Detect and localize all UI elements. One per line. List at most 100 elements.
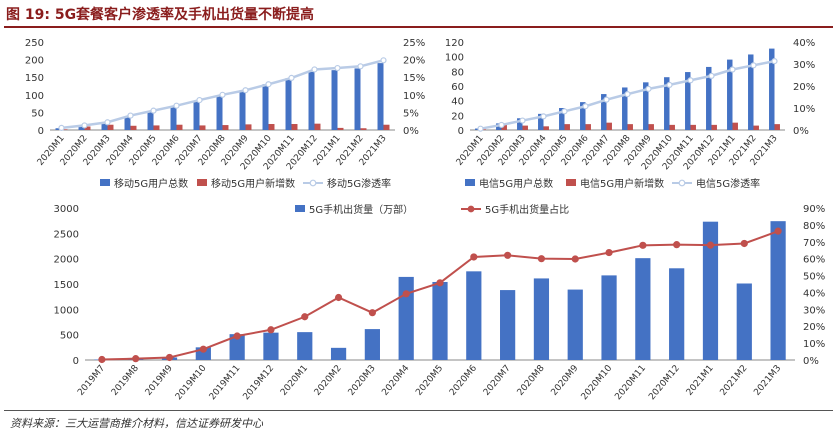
chart2-line-point	[687, 77, 694, 84]
chart3-category-label: 2020M12	[647, 364, 682, 403]
chart1-line-point	[58, 124, 65, 131]
chart3-bar-primary	[297, 332, 313, 360]
chart2-legend-label: 电信5G用户新增数	[580, 177, 664, 190]
chart3-y-tick-label: 3000	[54, 204, 79, 215]
chart3-bar-primary	[635, 258, 651, 360]
chart2-bar-primary	[601, 94, 607, 130]
chart3-line-point	[504, 251, 512, 259]
chart3-bar-primary	[364, 329, 380, 360]
chart3-line-point	[165, 353, 174, 362]
chart2-bar-primary	[559, 108, 565, 130]
chart3-y-tick-label: 1000	[54, 305, 79, 316]
chart1-line-point	[104, 119, 111, 126]
chart2-bar-secondary	[774, 124, 780, 130]
chart3-line-point	[436, 279, 444, 287]
chart1-y2-tick-label: 15%	[403, 73, 425, 84]
chart2-bar-primary	[685, 72, 691, 130]
chart1-line-point	[242, 87, 249, 94]
chart2-bar-secondary	[711, 124, 717, 130]
chart2-line-point	[750, 62, 757, 69]
chart1-bar-primary	[170, 106, 177, 130]
chart3-category-label: 2020M3	[347, 364, 378, 398]
chart1-bar-primary	[308, 71, 315, 130]
chart2-line-point	[666, 81, 673, 89]
chart3-y-tick-label: 2000	[54, 255, 79, 266]
chart1-y2-tick-label: 0%	[403, 126, 419, 137]
chart1-bar-primary	[216, 95, 223, 130]
chart3-bar-primary	[330, 347, 347, 360]
chart2-bar-primary	[496, 123, 502, 130]
chart1-bar-primary	[262, 84, 269, 130]
chart1-bar-secondary	[222, 125, 229, 130]
chart3-y-tick-label: 1500	[54, 280, 79, 291]
chart2-bar-secondary	[501, 124, 507, 130]
chart2-bar-secondary	[543, 126, 549, 130]
chart1-line-point	[380, 57, 387, 64]
chart2-line-point	[540, 113, 547, 120]
chart1-line-point	[288, 74, 295, 82]
chart3-bar-primary	[466, 271, 482, 360]
figure-title: 图 19: 5G套餐客户渗透率及手机出货量不断提高	[6, 7, 315, 23]
chart3-y-tick-label: 500	[60, 331, 79, 342]
chart1-legend-swatch	[197, 179, 207, 186]
chart3-bar-primary	[736, 283, 752, 360]
chart1-y-tick-label: 250	[25, 38, 44, 49]
chart1-line-point	[265, 81, 272, 88]
chart2-line-point	[624, 91, 631, 98]
chart3-line-point	[368, 309, 376, 317]
chart1-y2-tick-label: 5%	[403, 108, 419, 119]
chart1-y-tick-label: 100	[25, 91, 44, 102]
chart1-line-point	[173, 102, 180, 109]
chart3-line-point	[774, 227, 782, 235]
chart2-bar-primary	[727, 59, 733, 130]
chart2-bar-primary	[538, 113, 544, 130]
chart3-y2-tick-label: 30%	[803, 305, 825, 316]
chart3-y2-tick-label: 10%	[803, 339, 825, 350]
chart1-bar-secondary	[199, 125, 206, 130]
chart1-bar-primary	[124, 116, 131, 130]
chart3-bar-primary	[533, 278, 550, 360]
chart3-y2-tick-label: 90%	[803, 204, 825, 215]
chart2-bar-primary	[706, 66, 712, 130]
chart2-line-point	[582, 103, 589, 110]
chart1-bar-secondary	[176, 124, 183, 130]
chart3-y2-tick-label: 80%	[803, 221, 825, 232]
chart2-legend-swatch	[566, 179, 576, 186]
chart1-bar-secondary	[245, 124, 252, 130]
chart1-bar-secondary	[291, 124, 298, 130]
chart3-category-label: 2021M3	[752, 364, 783, 398]
chart1-y-tick-label: 50	[31, 108, 44, 119]
chart2-y2-tick-label: 0%	[793, 126, 809, 137]
chart3-category-label: 2019M10	[174, 363, 209, 402]
chart3-line-point	[334, 293, 343, 302]
chart3-y-tick-label: 2500	[54, 229, 79, 240]
chart3-category-label: 2020M6	[448, 363, 479, 398]
chart2-line-point	[603, 96, 610, 103]
chart1-legend-label: 移动5G用户新增数	[211, 177, 295, 190]
chart2-y-tick-label: 80	[451, 67, 464, 78]
chart2-y-tick-label: 0	[458, 126, 464, 137]
chart2-y2-tick-label: 20%	[793, 82, 815, 93]
chart2-bar-primary	[664, 77, 670, 130]
chart2-bar-secondary	[669, 124, 675, 130]
chart3-category-label: 2020M10	[580, 363, 615, 402]
chart3-bar-primary	[432, 281, 448, 360]
chart2-line-point	[771, 58, 778, 65]
chart3-line-point	[673, 241, 681, 249]
chart1-bar-primary	[55, 128, 62, 130]
chart3-line-point	[537, 255, 546, 263]
chart2-legend-label: 电信5G渗透率	[696, 177, 760, 190]
chart1-bar-secondary	[84, 126, 91, 130]
chart3-y2-tick-label: 0%	[803, 356, 819, 367]
chart1-y2-tick-label: 25%	[403, 38, 425, 49]
chart1-y-tick-label: 0	[38, 126, 44, 137]
chart2-bar-primary	[580, 102, 586, 130]
chart1-bar-secondary	[337, 127, 344, 130]
chart1-y-tick-label: 200	[25, 56, 44, 67]
chart3-bar-primary	[263, 332, 279, 360]
chart3-category-label: 2020M2	[313, 364, 344, 398]
chart3-bar-primary	[398, 276, 414, 360]
chart3-bar-primary	[770, 221, 786, 360]
chart2-bar-secondary	[753, 125, 759, 130]
